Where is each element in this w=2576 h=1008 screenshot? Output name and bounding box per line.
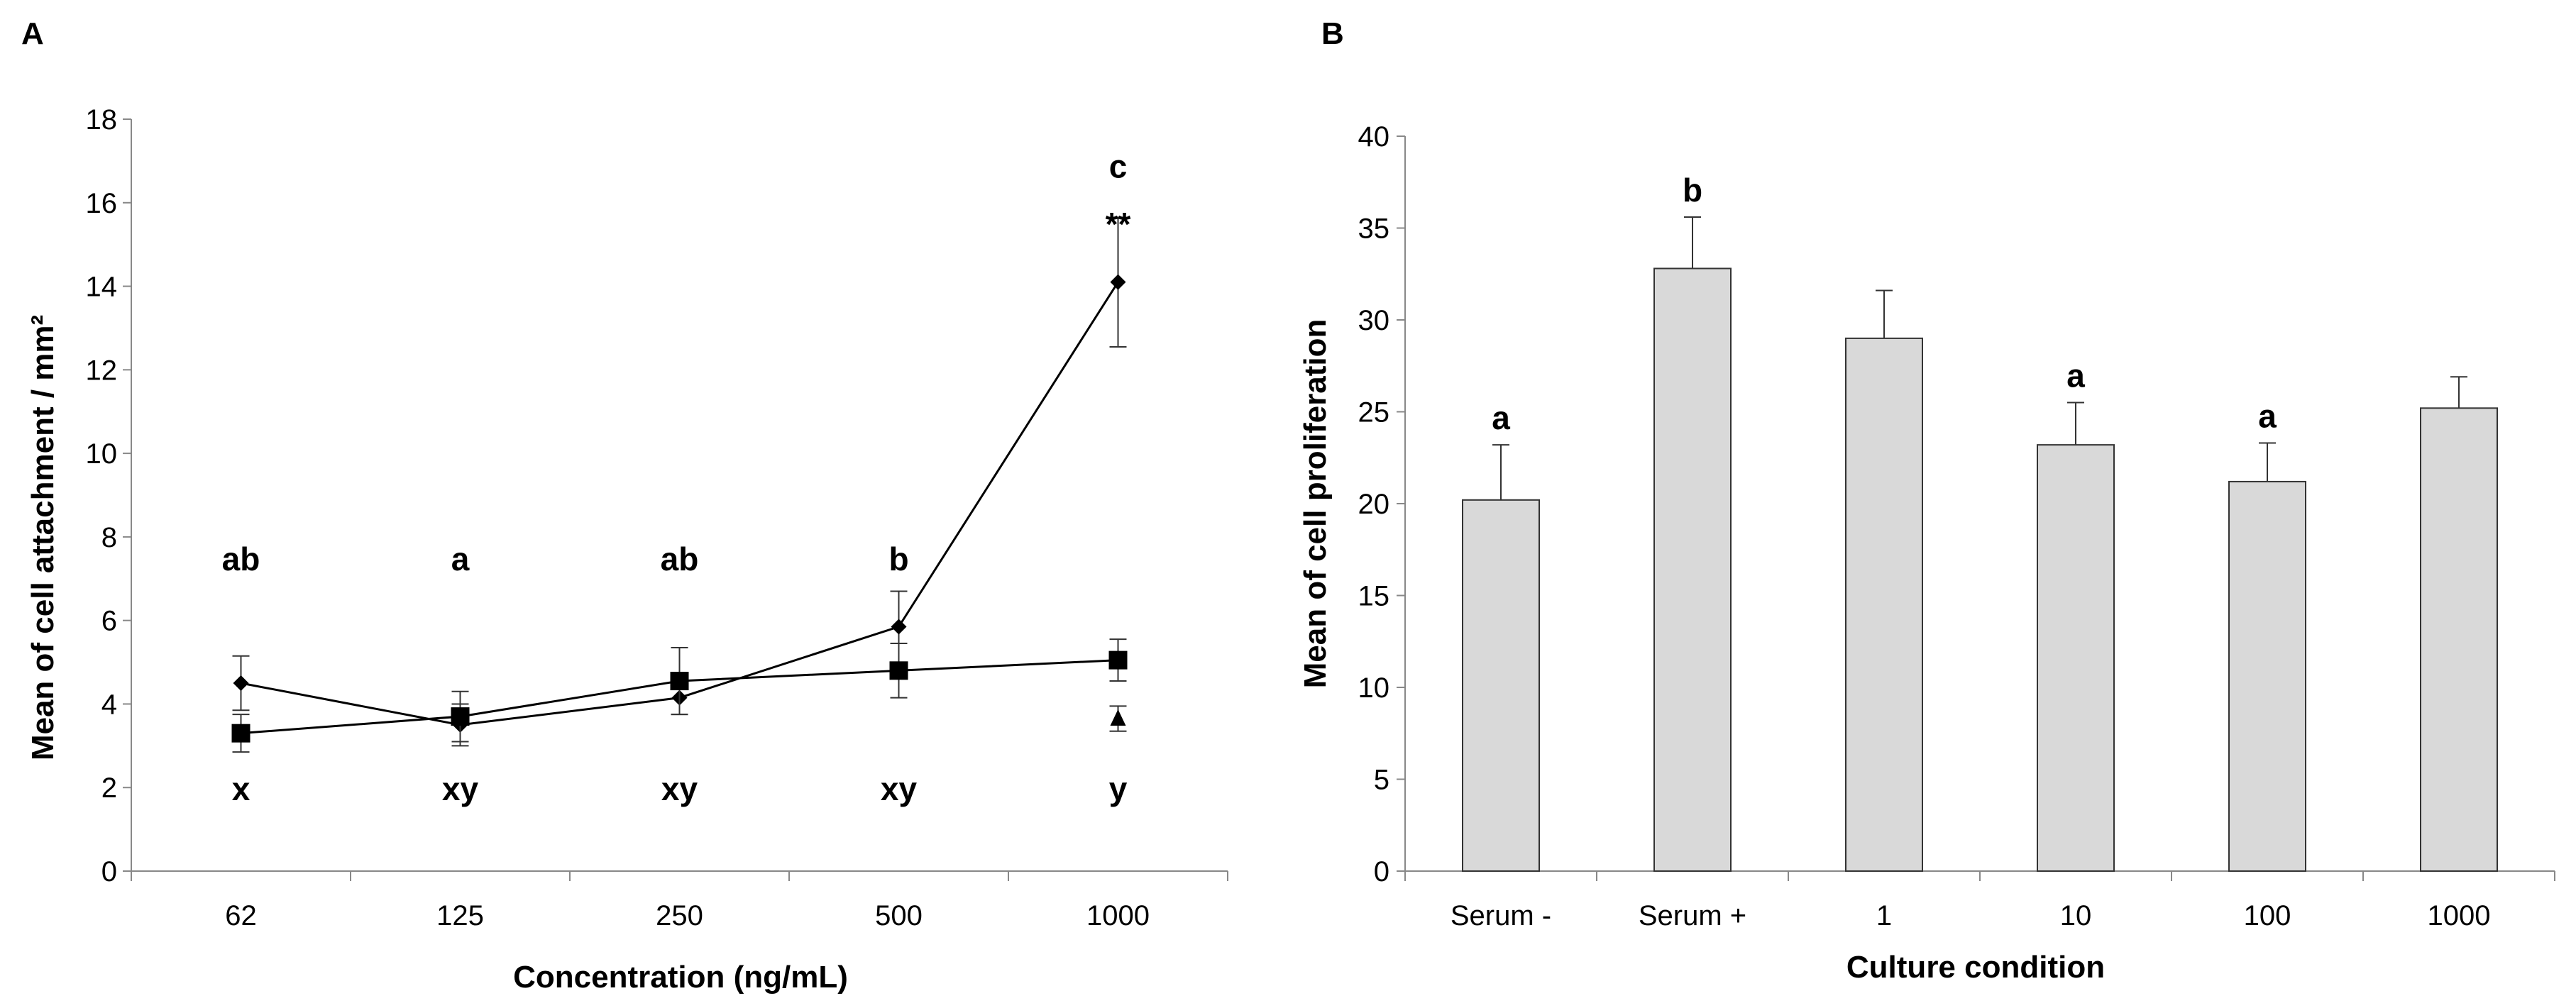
panel-a-square-point [1108,650,1128,670]
panel-a-y-tick-label: 12 [86,355,118,386]
panel-b-y-tick-label: 10 [1358,672,1390,704]
panel-a-x-tick-label: 1000 [1086,900,1150,931]
panel-a-y-tick-label: 6 [101,606,117,637]
panel-b-bar [2037,444,2115,872]
panel-b-x-tick-label: 1000 [2428,900,2491,931]
panel-b-bar [2228,480,2306,872]
panel-b-x-tick-label: 1 [1876,900,1892,931]
panel-a-line-chart: 0 2 4 6 8 10 12 14 16 18 62 125 250 500 1000 ab a ab b c ** x… [86,104,1228,931]
panel-a-significance-letter-bottom: xy [881,770,918,807]
panel-a-y-tick-label: 16 [86,188,118,219]
panel-a-square-point [231,724,251,743]
panel-a-y-axis-title: Mean of cell attachment / mm² [26,315,60,760]
panel-b-y-tick-label: 30 [1358,305,1390,336]
panel-a-significance-letter-top: c [1109,148,1128,184]
panel-a-diamond-point [1110,274,1126,290]
panel-a-significance-letter-bottom: x [232,770,251,807]
panel-a-significance-letter-top: ab [661,541,699,577]
panel-b-significance-letter: a [2066,358,2085,394]
panel-b-bar [2420,407,2498,872]
panel-b-y-tick-label: 20 [1358,489,1390,520]
panel-a-square-point [670,672,689,691]
panel-b-bar [1462,499,1540,872]
panel-a-x-axis-title: Concentration (ng/mL) [513,960,848,995]
panel-b-y-tick-label: 0 [1374,856,1389,887]
panel-a-y-tick-label: 14 [86,272,118,303]
panel-a-significance-letter-top: a [451,541,470,577]
panel-a-significance-letter-top: ab [222,541,260,577]
panel-a-x-tick-label: 250 [656,900,703,931]
panel-a-significance-letter-bottom: y [1109,770,1128,807]
panel-b-bar [1653,267,1732,873]
panel-b-significance-letter: b [1683,172,1702,209]
panel-a-square-point [889,661,908,680]
panel-b-bar [1845,337,1923,872]
panel-a-triangle-point [1110,709,1126,726]
panel-b-x-tick-label: Serum - [1451,900,1551,931]
panel-a-x-tick-label: 62 [225,900,257,931]
panel-a-y-tick-label: 4 [101,689,117,720]
panel-b-y-tick-label: 5 [1374,765,1389,796]
panel-a-diamond-point [891,619,907,635]
panel-a-significance-letter-top: b [888,541,908,577]
panel-a-y-tick-label: 10 [86,438,118,470]
panel-b-x-tick-label: 100 [2244,900,2291,931]
panel-a-x-tick-label: 500 [875,900,923,931]
panel-b-letter: B [1321,16,1344,51]
panel-b-y-tick-label: 40 [1358,121,1390,153]
panel-b-y-tick-label: 25 [1358,397,1390,428]
panel-a-asterisk-annotation: ** [1106,206,1131,243]
panel-a-y-tick-label: 8 [101,522,117,553]
panel-b-x-axis-title: Culture condition [1846,950,2105,985]
panel-a-diamond-point [233,675,249,691]
panel-b-y-tick-label: 15 [1358,581,1390,612]
panel-a-x-tick-label: 125 [436,900,484,931]
panel-a-square-point [451,707,470,726]
panel-a-y-tick-label: 2 [101,772,117,804]
panel-a-letter: A [21,16,44,51]
panel-b-bar-chart: 0 5 10 15 20 25 30 35 40 a Serum - b Serum + 1 a 10 a 100… [1358,121,2555,931]
panel-b-y-tick-label: 35 [1358,214,1390,245]
panel-a-y-tick-label: 0 [101,856,117,887]
panel-a-significance-letter-bottom: xy [442,770,479,807]
panel-b-y-axis-title: Mean of cell proliferation [1298,319,1333,689]
panel-b-significance-letter: a [2258,398,2277,435]
panel-a-y-tick-label: 18 [86,104,118,135]
panel-b-x-tick-label: 10 [2060,900,2092,931]
panel-b-x-tick-label: Serum + [1639,900,1746,931]
panel-a-significance-letter-bottom: xy [661,770,698,807]
panel-b-significance-letter: a [1492,399,1510,436]
